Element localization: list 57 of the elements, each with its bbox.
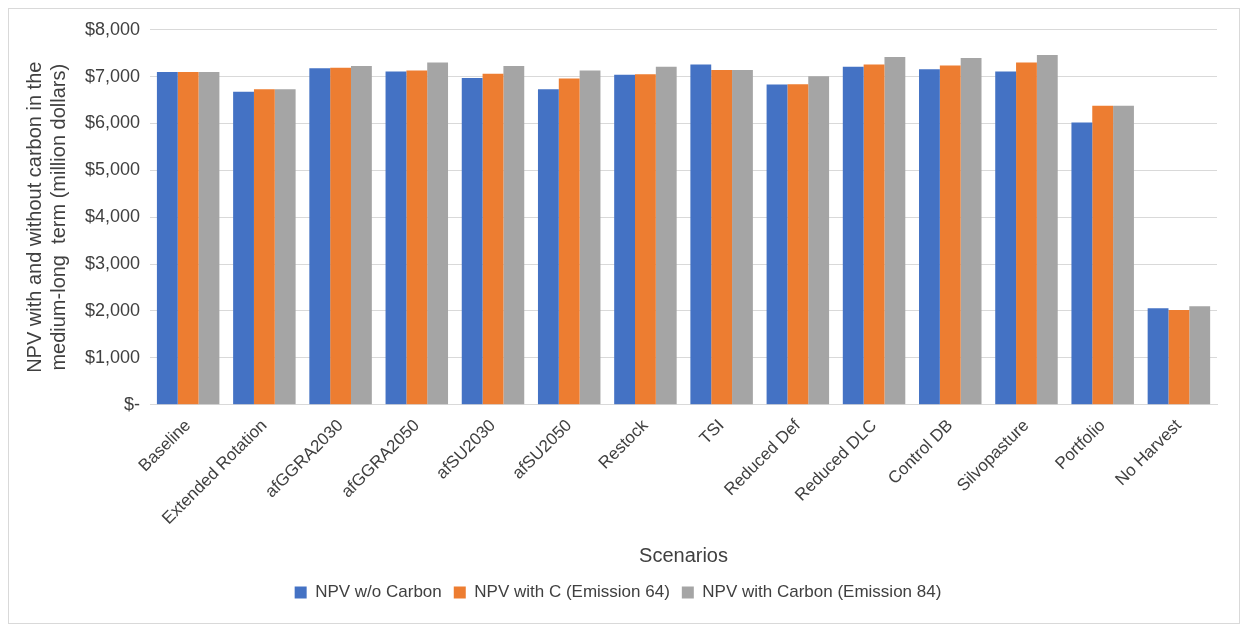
legend-label: NPV with Carbon (Emission 84) [702,582,942,602]
y-tick-label: $1,000 [84,346,141,367]
bar [309,68,331,405]
bar [995,71,1017,405]
y-tick-label: $2,000 [84,299,141,320]
bar [351,65,372,405]
bar [233,91,254,405]
bar [655,66,677,405]
bar [787,84,809,405]
bar [766,84,788,405]
bar [274,89,296,405]
bar [537,89,559,405]
bar [1036,55,1058,405]
y-tick-label: $6,000 [84,112,141,133]
bar [732,70,753,405]
bar [1147,308,1169,405]
bar [884,56,906,405]
bar [1016,62,1037,405]
bar [253,89,275,405]
bar [614,74,636,405]
bar [461,78,483,405]
bar [427,62,449,405]
y-tick-label: $5,000 [84,159,141,180]
bar [711,70,733,405]
bar [503,65,525,405]
bar [1092,105,1114,405]
bar [690,64,712,405]
y-tick-label: $8,000 [84,18,141,39]
bar [579,70,601,405]
bar [1168,310,1190,405]
bar [808,76,830,405]
bar [330,67,351,405]
legend-label: NPV with C (Emission 64) [474,582,670,602]
y-axis-title: NPV with and without carbon in the medium-long term (million dollars) [22,61,69,373]
bar [177,71,199,405]
legend-label: NPV w/o Carbon [315,582,442,602]
y-tick-label: $7,000 [84,65,141,86]
bar [156,71,178,405]
y-tick-label: $4,000 [84,206,141,227]
bar [939,65,961,405]
bar [385,71,407,405]
bar [1189,306,1211,405]
bar [482,73,504,405]
y-tick-label: $3,000 [84,253,141,274]
bar [1113,105,1134,405]
bar [960,57,982,405]
bar [198,71,220,405]
bar [1071,122,1093,405]
x-tick-label: TSI [695,415,728,448]
x-axis-title: Scenarios [639,543,728,566]
bar [842,66,864,405]
bar [635,74,656,405]
bar [863,64,885,405]
y-tick-label: $- [124,393,141,414]
bar [919,69,940,405]
bar [406,70,428,405]
bar [558,78,580,405]
